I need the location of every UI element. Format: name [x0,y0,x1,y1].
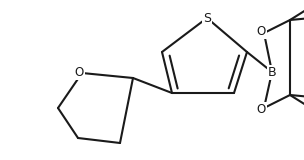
Text: B: B [268,65,276,79]
Text: S: S [203,12,211,24]
Text: O: O [74,66,84,79]
Text: O: O [256,25,266,38]
Text: O: O [256,103,266,116]
